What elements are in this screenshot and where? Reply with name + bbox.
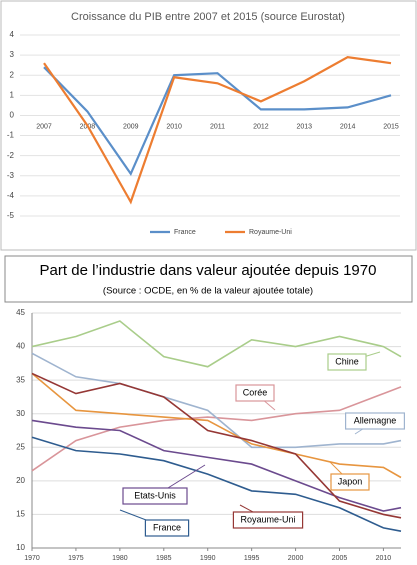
- x-tick-label: 1990: [200, 555, 216, 562]
- label-box: [330, 473, 370, 491]
- y-tick-label: 3: [10, 50, 15, 59]
- y-tick-label: 40: [16, 342, 25, 351]
- x-tick-label: 2015: [383, 123, 399, 130]
- series-label: Corée: [243, 387, 268, 397]
- chart-title: Croissance du PIB entre 2007 et 2015 (so…: [71, 11, 345, 23]
- line: [31, 352, 402, 449]
- label-box: [327, 353, 367, 371]
- x-tick-label: 2000: [288, 555, 304, 562]
- series-label: Japon: [338, 476, 363, 486]
- x-tick-label: 2011: [210, 123, 225, 130]
- y-tick-label: -3: [7, 171, 15, 180]
- label-box: [122, 487, 188, 505]
- line: [31, 419, 402, 512]
- x-tick-label: 2013: [296, 123, 312, 130]
- y-tick-label: 15: [16, 510, 25, 519]
- x-tick-label: 2012: [253, 123, 269, 130]
- x-tick-label: 2014: [340, 123, 356, 130]
- y-tick-label: -2: [7, 151, 15, 160]
- x-tick-label: 2005: [332, 555, 348, 562]
- y-tick-label: 45: [16, 308, 25, 317]
- y-tick-label: 30: [16, 409, 25, 418]
- x-tick-label: 1970: [24, 555, 40, 562]
- x-tick-label: 2010: [166, 123, 182, 130]
- x-tick-label: 2009: [123, 123, 139, 130]
- label-box: [232, 511, 304, 529]
- series-label: Royaume-Uni: [240, 514, 295, 524]
- y-tick-label: 20: [16, 476, 25, 485]
- legend-label: France: [174, 229, 196, 236]
- y-tick-label: 35: [16, 375, 25, 384]
- y-tick-label: 10: [16, 543, 25, 552]
- chart-title: Part de l’industrie dans valeur ajoutée …: [40, 262, 377, 279]
- y-tick-label: -5: [7, 211, 15, 220]
- y-tick-label: 4: [10, 30, 15, 39]
- x-tick-label: 1995: [244, 555, 260, 562]
- y-tick-label: 1: [10, 90, 15, 99]
- title-box: [4, 255, 413, 303]
- label-box: [345, 412, 406, 430]
- label-box: [144, 519, 190, 537]
- x-tick-label: 2007: [36, 123, 52, 130]
- line: [31, 372, 402, 519]
- series-label: Allemagne: [354, 415, 397, 425]
- x-tick-label: 1980: [112, 555, 128, 562]
- series-label: France: [153, 522, 181, 532]
- y-tick-label: 0: [10, 111, 15, 120]
- chart-subtitle: (Source : OCDE, en % de la valeur ajouté…: [103, 286, 313, 297]
- line: [43, 66, 392, 177]
- y-tick-label: 25: [16, 442, 25, 451]
- series-label: Chine: [335, 356, 359, 366]
- line: [31, 386, 402, 472]
- label-box: [235, 384, 275, 402]
- series-label: Etats-Unis: [134, 490, 176, 500]
- y-tick-label: -1: [7, 131, 15, 140]
- x-tick-label: 1975: [68, 555, 84, 562]
- line: [31, 320, 402, 368]
- y-tick-label: -4: [7, 191, 15, 200]
- panel: [0, 0, 417, 251]
- x-tick-label: 1985: [156, 555, 172, 562]
- x-tick-label: 2010: [376, 555, 392, 562]
- y-tick-label: 2: [10, 70, 15, 79]
- legend-label: Royaume-Uni: [249, 229, 292, 236]
- line: [31, 372, 402, 479]
- line: [31, 436, 402, 533]
- line: [43, 55, 392, 205]
